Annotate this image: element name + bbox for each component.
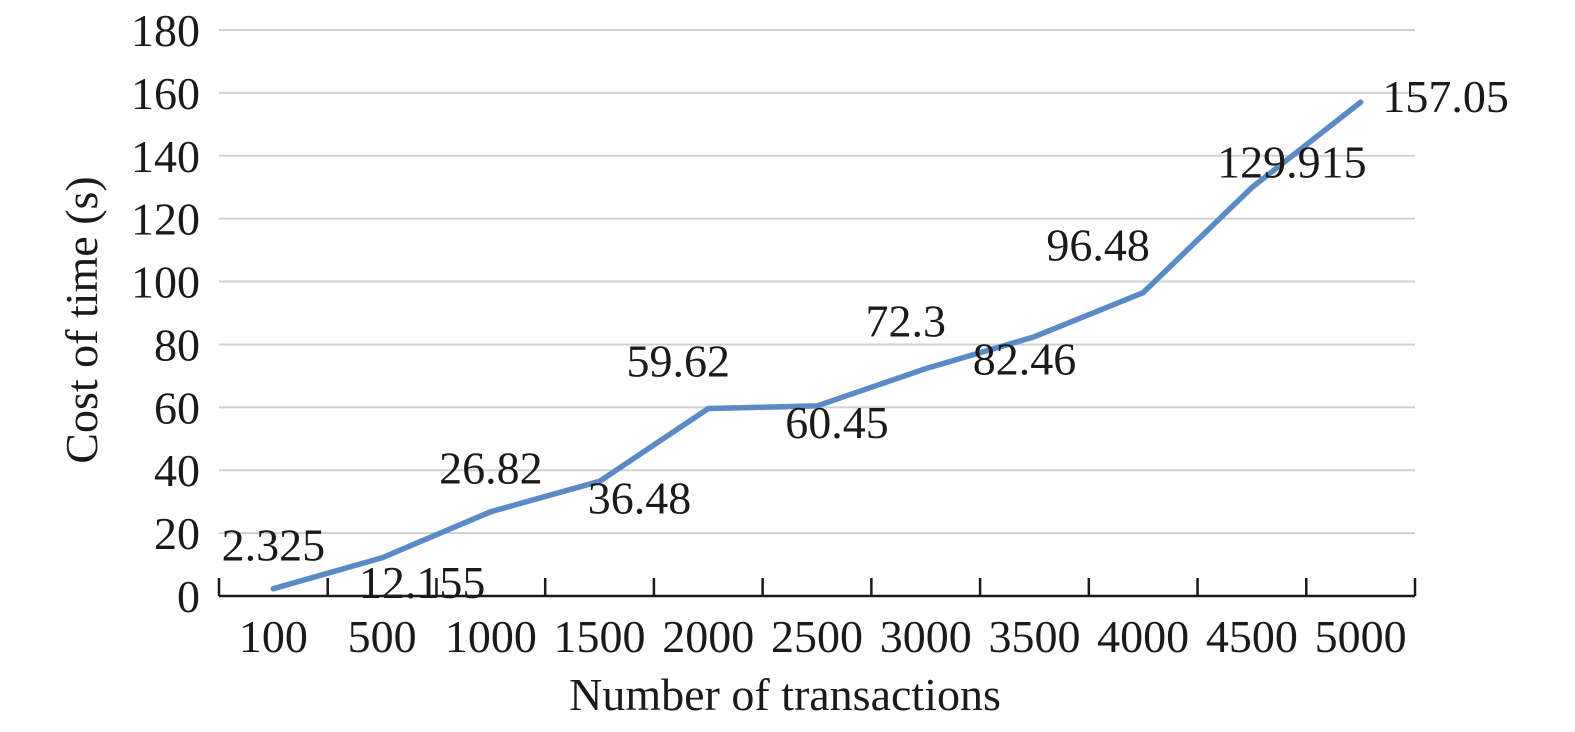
x-tick-label: 1000: [445, 611, 537, 662]
data-point: [705, 406, 711, 412]
y-tick-label: 0: [177, 571, 200, 622]
y-tick-label: 180: [131, 5, 200, 56]
y-tick-label: 40: [154, 445, 200, 496]
y-tick-label: 60: [154, 382, 200, 433]
data-label: 60.45: [785, 397, 889, 448]
x-tick-label: 500: [348, 611, 417, 662]
x-tick-label: 4000: [1097, 611, 1189, 662]
data-point: [923, 366, 929, 372]
data-point: [1358, 99, 1364, 105]
x-tick-label: 2000: [662, 611, 754, 662]
x-tick-label: 3000: [880, 611, 972, 662]
data-label: 26.82: [439, 443, 543, 494]
data-point: [1140, 290, 1146, 296]
x-tick-label: 2500: [771, 611, 863, 662]
data-label: 36.48: [588, 472, 692, 523]
y-tick-label: 120: [131, 194, 200, 245]
data-labels: 2.325 12.155 26.82 36.48 59.62 60.45 72.3 82.46…: [222, 71, 1509, 608]
y-axis-title: Cost of time (s): [56, 176, 107, 463]
y-tick-label: 80: [154, 319, 200, 370]
y-axis-tick-labels: 0 20 40 60 80 100 120 140 160 180: [131, 5, 200, 622]
x-tick-label: 3500: [988, 611, 1080, 662]
data-label: 96.48: [1046, 220, 1150, 271]
data-label: 82.46: [973, 334, 1077, 385]
y-tick-label: 140: [131, 131, 200, 182]
data-point: [270, 586, 276, 592]
data-label: 72.3: [865, 296, 946, 347]
y-tick-label: 160: [131, 68, 200, 119]
data-point: [488, 509, 494, 515]
series-group: [270, 99, 1364, 592]
x-tick-label: 100: [239, 611, 308, 662]
y-tick-label: 20: [154, 508, 200, 559]
data-point: [814, 403, 820, 409]
x-tick-label: 1500: [554, 611, 646, 662]
data-label: 12.155: [359, 557, 486, 608]
gridlines: [219, 29, 1415, 535]
x-axis: [217, 578, 1417, 598]
data-label: 129.915: [1217, 136, 1367, 187]
x-axis-tick-labels: 100 500 1000 1500 2000 2500 3000 3500 4000 4500 50…: [239, 611, 1407, 662]
data-point: [597, 478, 603, 484]
x-axis-title: Number of transactions: [569, 669, 1001, 720]
data-point: [1249, 184, 1255, 190]
y-tick-label: 100: [131, 257, 200, 308]
data-label: 157.05: [1382, 71, 1509, 122]
data-label: 59.62: [627, 336, 731, 387]
data-point: [1031, 334, 1037, 340]
data-point: [379, 555, 385, 561]
x-tick-label: 5000: [1315, 611, 1407, 662]
x-tick-label: 4500: [1206, 611, 1298, 662]
data-label: 2.325: [222, 520, 326, 571]
